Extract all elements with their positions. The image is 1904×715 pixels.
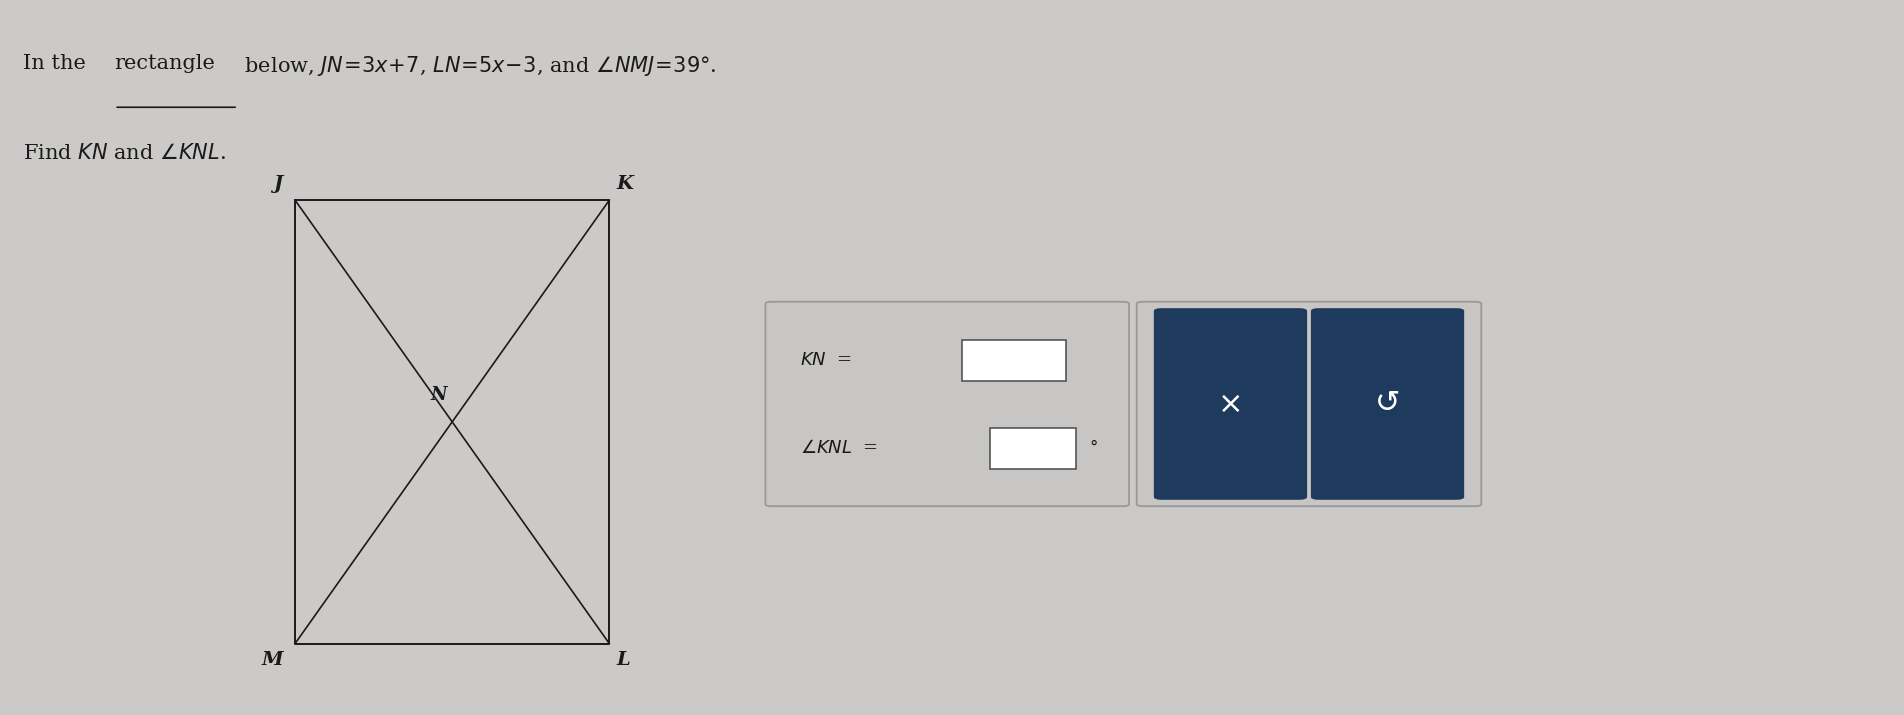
Bar xyxy=(990,428,1076,470)
FancyBboxPatch shape xyxy=(1137,302,1481,506)
Text: ×: × xyxy=(1219,390,1243,418)
FancyBboxPatch shape xyxy=(765,302,1129,506)
Text: °: ° xyxy=(1089,439,1097,457)
Text: In the: In the xyxy=(23,54,93,73)
Text: below, $JN\!=\!3x\!+\!7$, $LN\!=\!5x\!-\!3$, and $\angle NMJ\!=\!39°$.: below, $JN\!=\!3x\!+\!7$, $LN\!=\!5x\!-\… xyxy=(238,54,716,78)
Text: $\angle KNL$  =: $\angle KNL$ = xyxy=(800,439,878,457)
Text: K: K xyxy=(617,175,634,193)
Text: $KN$  =: $KN$ = xyxy=(800,351,851,369)
Text: M: M xyxy=(261,651,282,669)
Text: L: L xyxy=(617,651,630,669)
Text: N: N xyxy=(430,386,446,404)
Text: Find $KN$ and $\angle KNL$.: Find $KN$ and $\angle KNL$. xyxy=(23,143,227,163)
Text: ↺: ↺ xyxy=(1375,390,1399,418)
FancyBboxPatch shape xyxy=(1310,308,1464,500)
Text: rectangle: rectangle xyxy=(114,54,215,73)
Bar xyxy=(962,340,1066,381)
FancyBboxPatch shape xyxy=(1154,308,1306,500)
Text: J: J xyxy=(274,175,282,193)
